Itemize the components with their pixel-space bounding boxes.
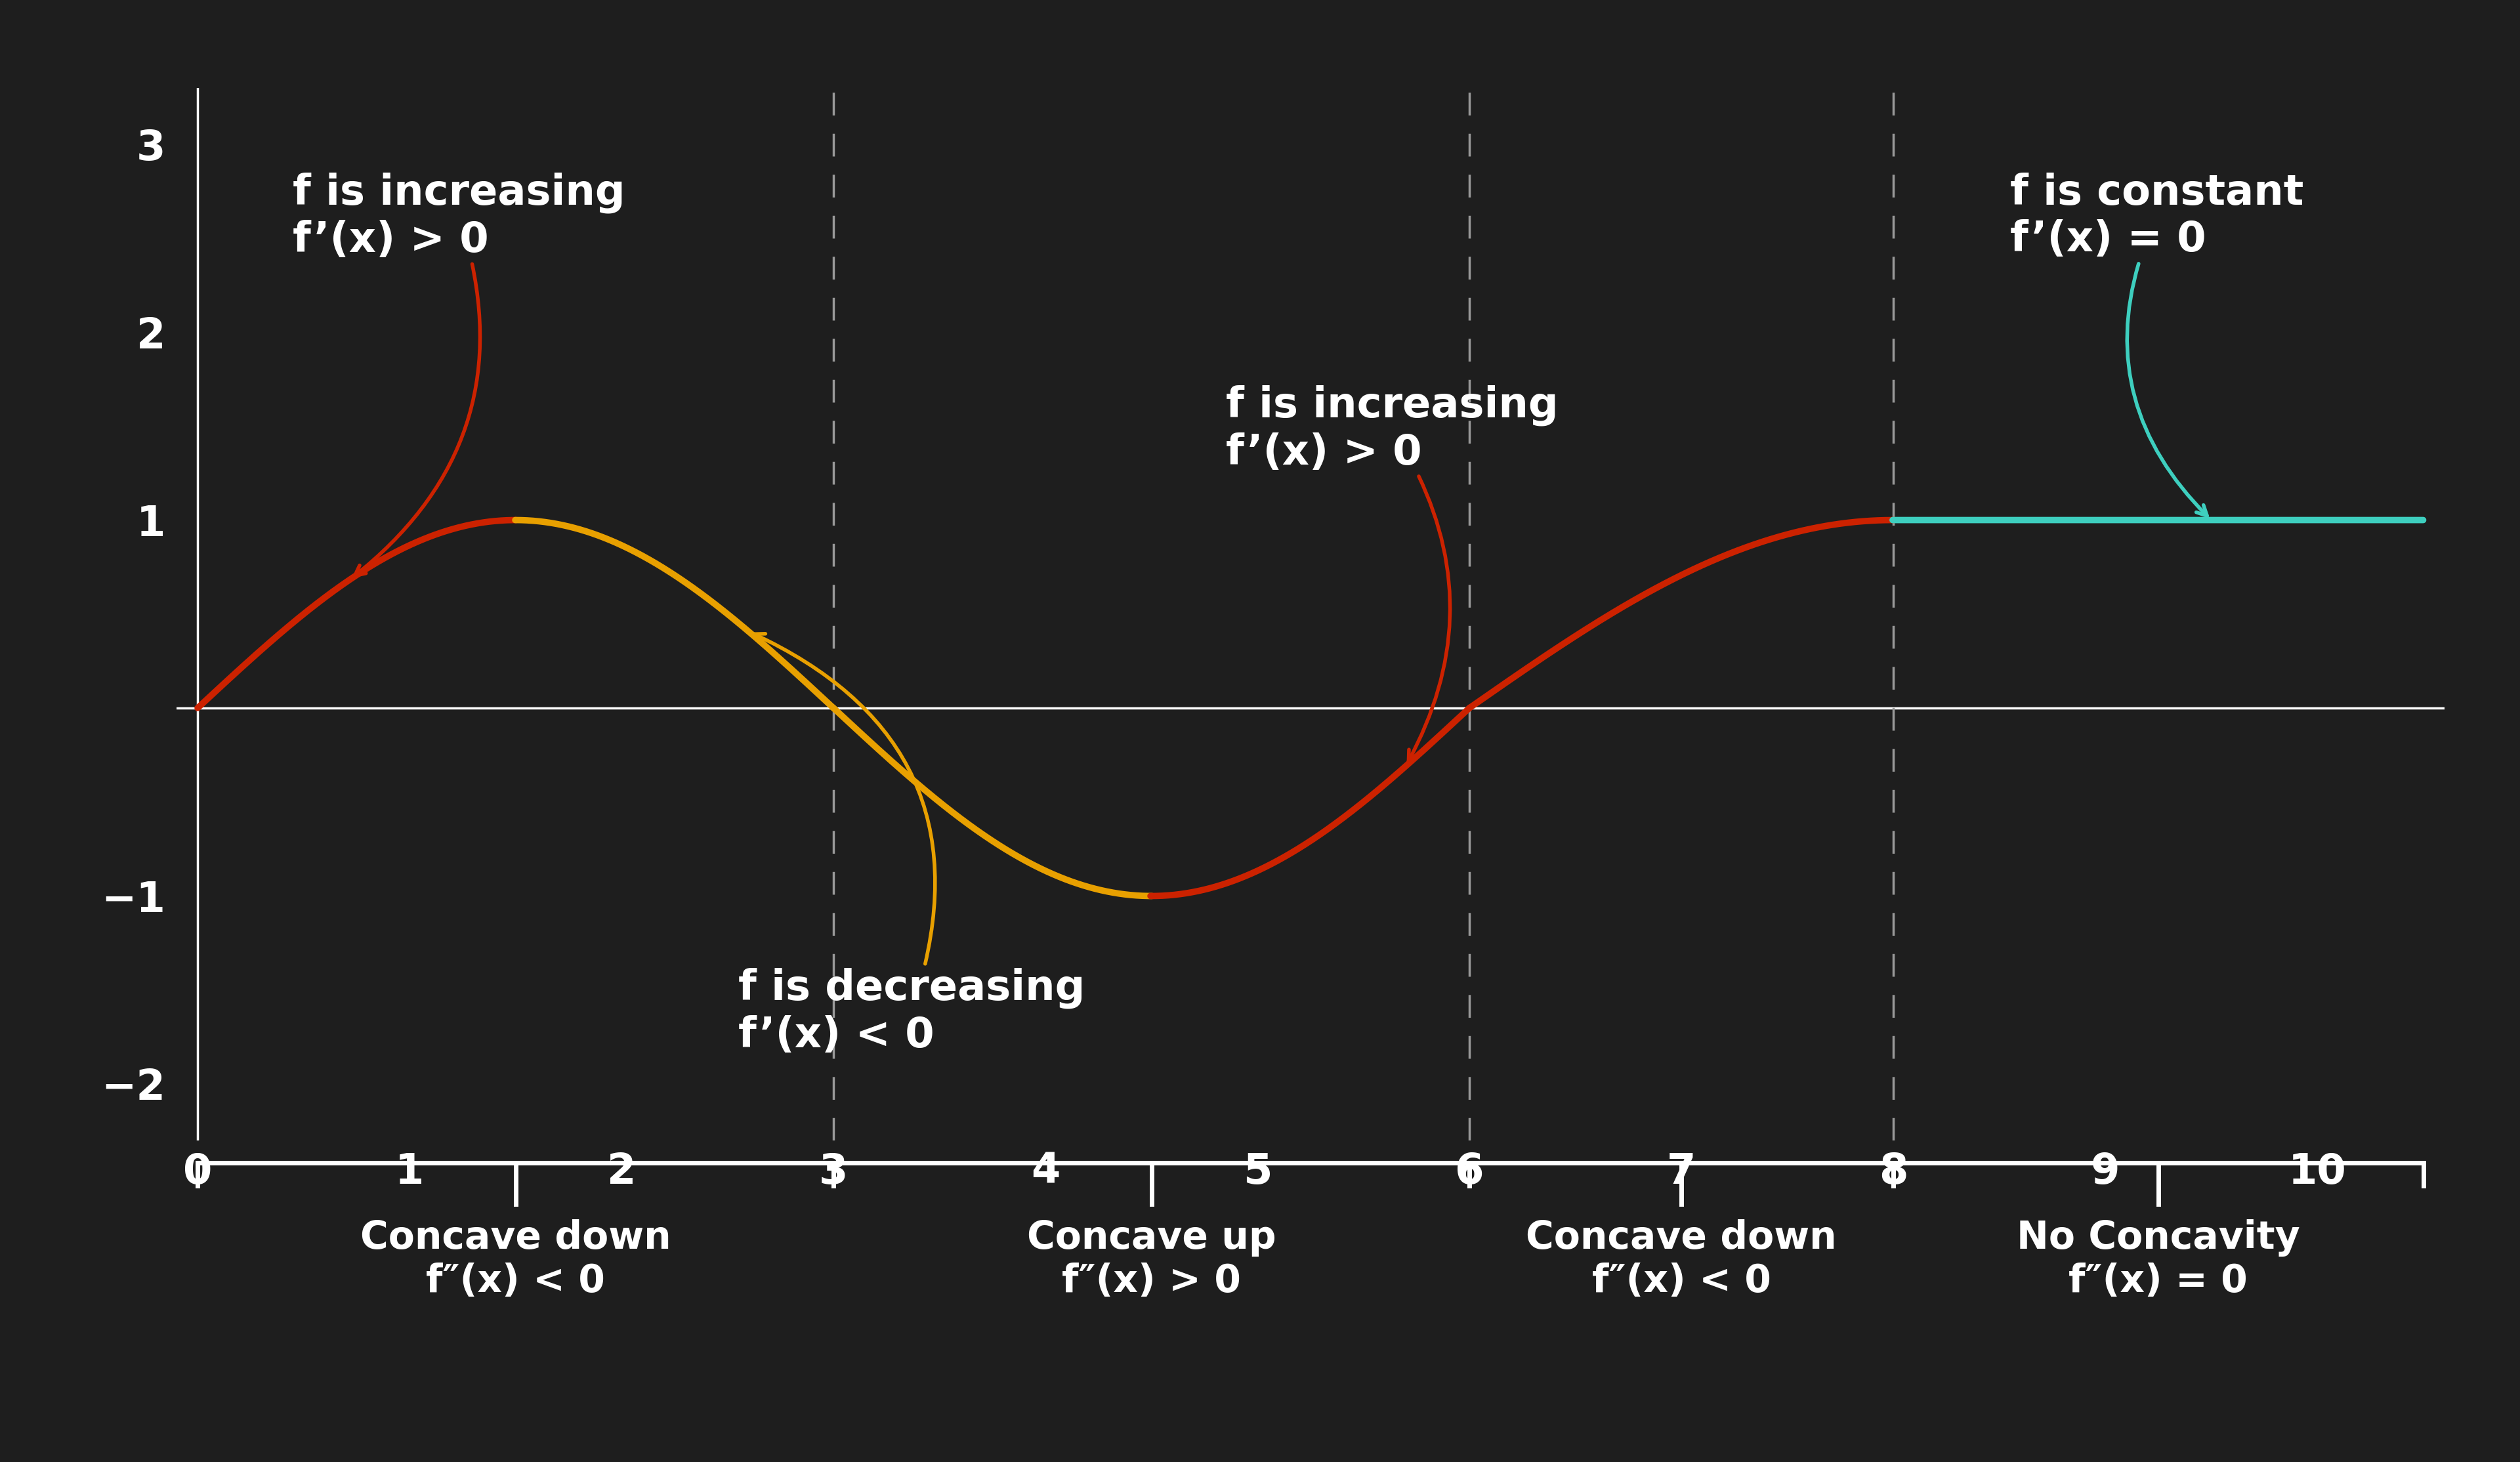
Text: Concave down
f″(x) < 0: Concave down f″(x) < 0: [360, 1219, 670, 1300]
Text: Concave down
f″(x) < 0: Concave down f″(x) < 0: [1527, 1219, 1837, 1300]
Text: Concave up
f″(x) > 0: Concave up f″(x) > 0: [1026, 1219, 1275, 1300]
Text: f is constant
f’(x) = 0: f is constant f’(x) = 0: [2011, 173, 2303, 516]
Text: f is increasing
f’(x) > 0: f is increasing f’(x) > 0: [1225, 385, 1557, 760]
Text: f is decreasing
f’(x) < 0: f is decreasing f’(x) < 0: [738, 633, 1084, 1056]
Text: f is increasing
f’(x) > 0: f is increasing f’(x) > 0: [292, 173, 625, 576]
Text: No Concavity
f″(x) = 0: No Concavity f″(x) = 0: [2016, 1219, 2301, 1300]
